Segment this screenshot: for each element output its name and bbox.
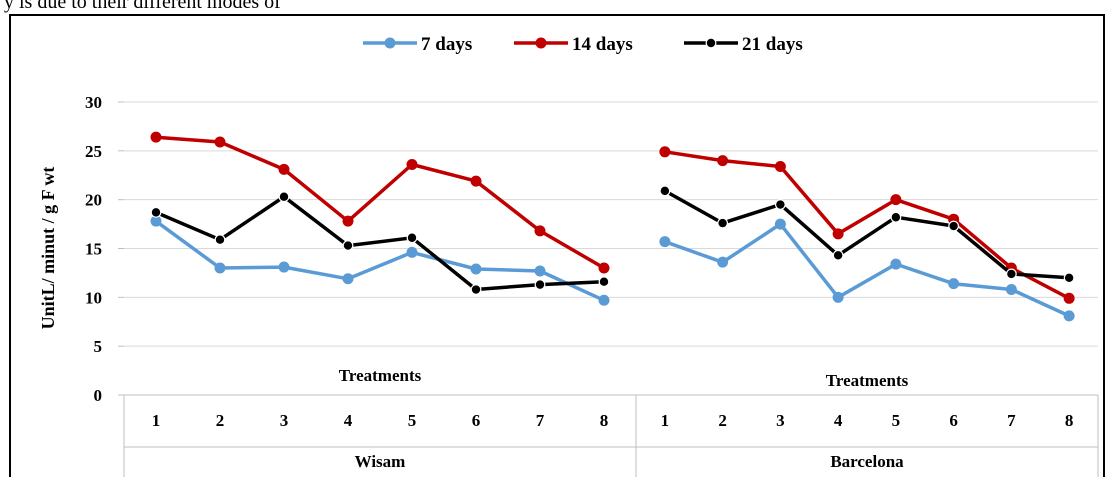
- x-tick-label: 7: [1007, 411, 1016, 430]
- data-point-core: [893, 215, 898, 220]
- data-point: [598, 262, 610, 274]
- x-tick-label: 3: [776, 411, 785, 430]
- data-point: [890, 194, 902, 206]
- data-point-core: [602, 279, 606, 284]
- legend-marker: [535, 37, 547, 49]
- data-point: [1063, 310, 1075, 322]
- y-tick-label: 20: [85, 191, 102, 210]
- series-line-21-days: [664, 189, 1070, 280]
- group-label: Barcelona: [830, 452, 904, 471]
- data-point: [534, 265, 546, 277]
- data-point-core: [662, 188, 667, 193]
- x-tick-label: 4: [344, 411, 353, 430]
- series-line-21-days: [155, 194, 605, 292]
- data-point: [1005, 284, 1017, 296]
- data-point-core: [538, 282, 542, 287]
- data-point-core: [720, 221, 725, 226]
- x-tick-label: 3: [280, 411, 289, 430]
- data-point: [278, 261, 290, 273]
- data-point: [832, 291, 844, 303]
- data-point: [470, 175, 482, 187]
- data-point: [890, 258, 902, 270]
- x-axis-title: Treatments: [826, 371, 909, 390]
- x-tick-label: 1: [152, 411, 161, 430]
- series-line-7-days: [154, 219, 605, 302]
- x-tick-label: 2: [718, 411, 727, 430]
- data-point-core: [951, 224, 956, 229]
- legend-label: 21 days: [742, 34, 803, 55]
- x-tick-label: 8: [600, 411, 609, 430]
- data-point: [774, 160, 786, 172]
- data-point: [717, 256, 729, 268]
- data-point: [150, 215, 162, 227]
- data-point: [342, 215, 354, 227]
- legend-label: 14 days: [572, 34, 633, 55]
- data-point: [1063, 292, 1075, 304]
- y-tick-label: 10: [85, 288, 102, 307]
- data-point: [214, 262, 226, 274]
- x-tick-label: 7: [536, 411, 545, 430]
- x-tick-label: 5: [408, 411, 417, 430]
- y-axis-label: UnitL/ minut / g F wt: [38, 167, 58, 330]
- y-tick-label: 15: [85, 240, 102, 259]
- data-point-core: [778, 202, 783, 207]
- x-tick-label: 5: [892, 411, 901, 430]
- y-tick-label: 0: [94, 386, 103, 405]
- data-point: [214, 136, 226, 148]
- y-tick-label: 5: [94, 337, 103, 356]
- x-tick-label: 6: [472, 411, 481, 430]
- data-point: [659, 236, 671, 248]
- x-tick-label: 2: [216, 411, 225, 430]
- data-point: [832, 228, 844, 240]
- data-point: [150, 131, 162, 143]
- x-axis-title: Treatments: [339, 366, 422, 385]
- x-tick-label: 6: [949, 411, 958, 430]
- y-tick-label: 30: [85, 93, 102, 112]
- series-line-7-days: [664, 222, 1070, 318]
- group-label: Wisam: [355, 452, 406, 471]
- x-tick-label: 8: [1065, 411, 1074, 430]
- chart-frame: [9, 14, 1105, 477]
- x-tick-label: 1: [661, 411, 670, 430]
- data-point: [948, 278, 960, 290]
- legend-marker: [384, 37, 396, 49]
- data-point-core: [836, 253, 841, 258]
- data-point: [774, 218, 786, 230]
- data-point: [534, 225, 546, 237]
- series-line-14-days: [155, 135, 605, 270]
- data-point: [717, 155, 729, 167]
- data-point-core: [154, 210, 158, 215]
- legend-marker-core: [709, 41, 713, 45]
- y-tick-label: 25: [85, 142, 102, 161]
- x-tick-label: 4: [834, 411, 843, 430]
- data-point-core: [1009, 271, 1014, 276]
- legend-label: 7 days: [421, 34, 472, 55]
- data-point-core: [346, 243, 350, 248]
- data-point-core: [218, 237, 222, 242]
- data-point: [342, 273, 354, 285]
- data-point: [406, 246, 418, 258]
- header-text: y is due to their different modes of: [4, 0, 281, 13]
- series-line-14-days: [664, 150, 1070, 300]
- data-point: [659, 146, 671, 158]
- data-point-core: [410, 235, 414, 240]
- data-point: [470, 263, 482, 275]
- page-header-fragment: y is due to their different modes of: [0, 0, 1108, 20]
- data-point-core: [474, 287, 478, 292]
- data-point-core: [282, 194, 286, 199]
- data-point: [278, 163, 290, 175]
- data-point: [406, 159, 418, 171]
- data-point: [598, 294, 610, 306]
- data-point-core: [1067, 275, 1072, 280]
